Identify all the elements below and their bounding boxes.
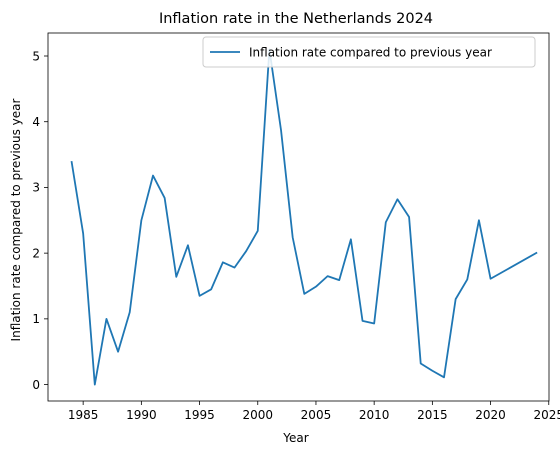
data-point xyxy=(372,321,376,325)
x-axis-ticks: 1985 1990 1995 2000 2005 2010 2015 2020 2025 xyxy=(68,401,560,422)
y-tick-label: 2 xyxy=(32,246,40,260)
data-point xyxy=(279,128,283,132)
y-tick-label: 4 xyxy=(32,115,40,129)
x-tick-label: 2025 xyxy=(533,408,560,422)
data-point xyxy=(291,235,295,239)
x-tick-label: 2020 xyxy=(475,408,506,422)
x-tick-label: 2015 xyxy=(417,408,448,422)
data-point xyxy=(209,287,213,291)
legend-label: Inflation rate compared to previous year xyxy=(249,46,492,60)
data-point xyxy=(535,250,539,254)
data-point xyxy=(81,231,85,235)
data-point xyxy=(163,196,167,200)
data-point xyxy=(430,369,434,373)
data-point xyxy=(407,215,411,219)
y-tick-label: 0 xyxy=(32,378,40,392)
data-point xyxy=(337,278,341,282)
data-point xyxy=(326,274,330,278)
data-point xyxy=(489,277,493,281)
x-tick-label: 1990 xyxy=(126,408,157,422)
y-tick-label: 5 xyxy=(32,49,40,63)
data-point xyxy=(465,277,469,281)
data-point xyxy=(384,220,388,224)
data-point xyxy=(302,292,306,296)
data-point xyxy=(361,319,365,323)
data-point xyxy=(256,229,260,233)
data-point xyxy=(139,218,143,222)
data-point xyxy=(93,383,97,387)
data-point xyxy=(244,249,248,253)
plot-area xyxy=(70,48,539,387)
data-point xyxy=(232,266,236,270)
x-tick-label: 2010 xyxy=(359,408,390,422)
x-axis-title: Year xyxy=(282,431,308,445)
x-tick-label: 1995 xyxy=(184,408,215,422)
data-point xyxy=(221,260,225,264)
y-axis-title: Inflation rate compared to previous year xyxy=(9,98,23,341)
chart-title: Inflation rate in the Netherlands 2024 xyxy=(159,11,433,27)
y-tick-label: 3 xyxy=(32,181,40,195)
data-point xyxy=(349,237,353,241)
data-point xyxy=(198,294,202,298)
data-point xyxy=(314,285,318,289)
y-axis-ticks: 0 1 2 3 4 5 xyxy=(32,49,48,392)
data-point xyxy=(104,317,108,321)
legend: Inflation rate compared to previous year xyxy=(202,36,536,68)
x-tick-label: 2005 xyxy=(301,408,332,422)
x-tick-label: 2000 xyxy=(242,408,273,422)
data-point xyxy=(454,297,458,301)
legend-box xyxy=(202,36,536,68)
data-point xyxy=(151,174,155,178)
data-point xyxy=(477,218,481,222)
data-point xyxy=(419,362,423,366)
data-point xyxy=(128,310,132,314)
x-tick-label: 1985 xyxy=(68,408,99,422)
axes-frame xyxy=(47,32,550,402)
data-point xyxy=(70,159,74,163)
y-tick-label: 1 xyxy=(32,312,40,326)
data-point xyxy=(186,243,190,247)
data-point xyxy=(116,350,120,354)
series-line xyxy=(70,48,538,386)
data-point xyxy=(174,275,178,279)
data-point xyxy=(442,375,446,379)
data-point xyxy=(395,197,399,201)
